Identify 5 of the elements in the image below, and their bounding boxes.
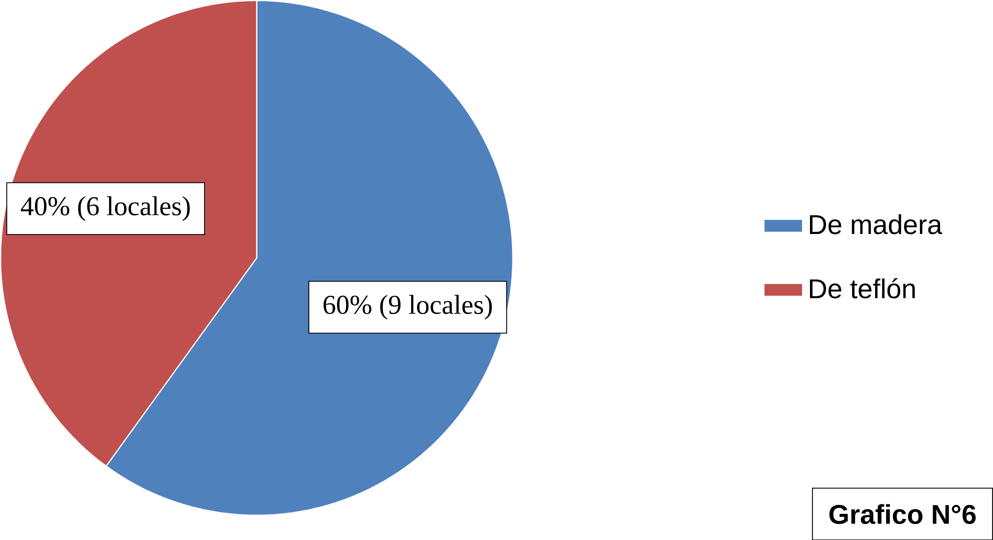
legend-label: De teflón <box>810 278 915 298</box>
text: Grafico N°6 <box>829 504 976 524</box>
data-label: 40% (6 locales) <box>20 196 190 221</box>
legend-label: De madera <box>810 214 942 234</box>
data-label: 60% (9 locales) <box>324 294 492 320</box>
